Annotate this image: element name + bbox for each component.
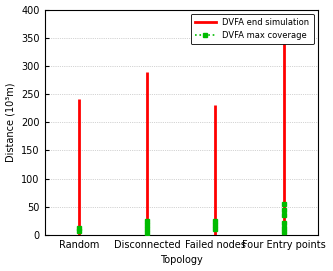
Legend: DVFA end simulation, DVFA max coverage: DVFA end simulation, DVFA max coverage	[191, 14, 314, 44]
Y-axis label: Distance (10³m): Distance (10³m)	[6, 83, 16, 162]
X-axis label: Topology: Topology	[160, 256, 202, 265]
